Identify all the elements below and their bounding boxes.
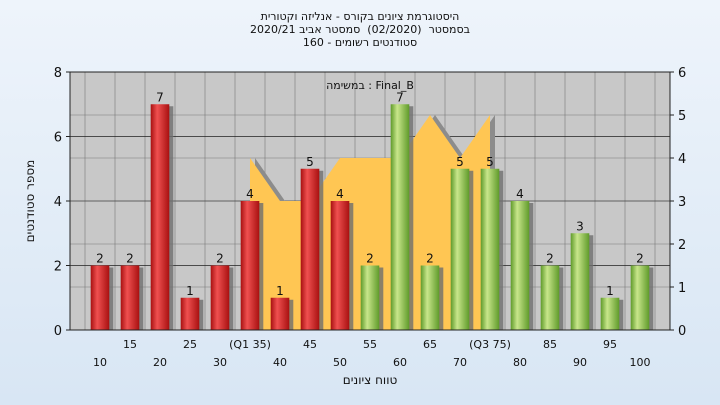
x-tick-label: 45 bbox=[303, 338, 317, 351]
y2-tick-label: 1 bbox=[678, 281, 686, 296]
x-axis-title: טווח ציונים bbox=[343, 373, 398, 387]
bar-value-label: 5 bbox=[456, 155, 464, 169]
x-tick-label: (Q1 35) bbox=[229, 338, 271, 351]
x-tick-label: 10 bbox=[93, 356, 107, 369]
bar-value-label: 2 bbox=[426, 252, 434, 266]
bar bbox=[300, 168, 320, 330]
bar bbox=[510, 201, 530, 330]
bar bbox=[150, 104, 170, 330]
x-tick-label: 90 bbox=[573, 356, 587, 369]
bar-value-label: 5 bbox=[306, 155, 314, 169]
bar-value-label: 2 bbox=[216, 252, 224, 266]
x-tick-label: 20 bbox=[153, 356, 167, 369]
bar bbox=[540, 265, 560, 330]
bar bbox=[90, 265, 110, 330]
bar-value-label: 1 bbox=[606, 284, 614, 298]
y2-tick-label: 2 bbox=[678, 238, 686, 253]
bar bbox=[390, 104, 410, 330]
y-tick-label: 0 bbox=[54, 324, 62, 339]
bar-value-label: 2 bbox=[126, 252, 134, 266]
y-tick-label: 2 bbox=[54, 260, 62, 275]
x-tick-label: 100 bbox=[630, 356, 651, 369]
y-tick-label: 8 bbox=[54, 66, 62, 81]
y2-tick-label: 6 bbox=[678, 66, 686, 81]
bar bbox=[570, 233, 590, 330]
bar-value-label: 4 bbox=[246, 187, 254, 201]
x-tick-label: 40 bbox=[273, 356, 287, 369]
inner-label: במשימה : Final_B bbox=[326, 79, 414, 92]
x-tick-label: (Q3 75) bbox=[469, 338, 511, 351]
bar-value-label: 7 bbox=[156, 90, 164, 104]
x-tick-label: 70 bbox=[453, 356, 467, 369]
x-tick-label: 15 bbox=[123, 338, 137, 351]
bar bbox=[330, 201, 350, 330]
x-tick-label: 25 bbox=[183, 338, 197, 351]
x-tick-label: 50 bbox=[333, 356, 347, 369]
bar-value-label: 2 bbox=[366, 252, 374, 266]
bar-value-label: 1 bbox=[276, 284, 284, 298]
bar-value-label: 4 bbox=[336, 187, 344, 201]
y-tick-label: 6 bbox=[54, 131, 62, 146]
bar bbox=[600, 297, 620, 330]
x-tick-label: 65 bbox=[423, 338, 437, 351]
y2-tick-label: 3 bbox=[678, 195, 686, 210]
bar-value-label: 2 bbox=[546, 252, 554, 266]
x-tick-label: 30 bbox=[213, 356, 227, 369]
y-axis-title: מספר סטודנטים bbox=[23, 160, 37, 243]
bar bbox=[480, 168, 500, 330]
bar bbox=[270, 297, 290, 330]
bar-value-label: 3 bbox=[576, 219, 584, 233]
x-tick-label: 95 bbox=[603, 338, 617, 351]
bar-value-label: 2 bbox=[96, 252, 104, 266]
title-line-1: היסטוגרמת ציונים בקורס - אנליזה וקטורית bbox=[260, 10, 460, 23]
bar-value-label: 4 bbox=[516, 187, 524, 201]
bar bbox=[360, 265, 380, 330]
y-tick-label: 4 bbox=[54, 195, 62, 210]
bar bbox=[240, 201, 260, 330]
bar-value-label: 5 bbox=[486, 155, 494, 169]
bar bbox=[210, 265, 230, 330]
bar-value-label: 2 bbox=[636, 252, 644, 266]
bar bbox=[120, 265, 140, 330]
y2-tick-label: 0 bbox=[678, 324, 686, 339]
title-line-3: סטודנטים רשומים - 160 bbox=[302, 36, 418, 49]
bar bbox=[450, 168, 470, 330]
x-tick-label: 80 bbox=[513, 356, 527, 369]
chart-title: היסטוגרמת ציונים בקורס - אנליזה וקטורית … bbox=[0, 10, 720, 49]
y2-tick-label: 5 bbox=[678, 109, 686, 124]
x-tick-label: 85 bbox=[543, 338, 557, 351]
bar bbox=[420, 265, 440, 330]
bar-value-label: 7 bbox=[396, 90, 404, 104]
bar-value-label: 1 bbox=[186, 284, 194, 298]
bar bbox=[180, 297, 200, 330]
x-tick-label: 55 bbox=[363, 338, 377, 351]
title-line-2: בסמסטר (02/2020) סמסטר אביב 2020/21 bbox=[249, 23, 471, 36]
bar bbox=[630, 265, 650, 330]
x-tick-label: 60 bbox=[393, 356, 407, 369]
y2-tick-label: 4 bbox=[678, 152, 686, 167]
